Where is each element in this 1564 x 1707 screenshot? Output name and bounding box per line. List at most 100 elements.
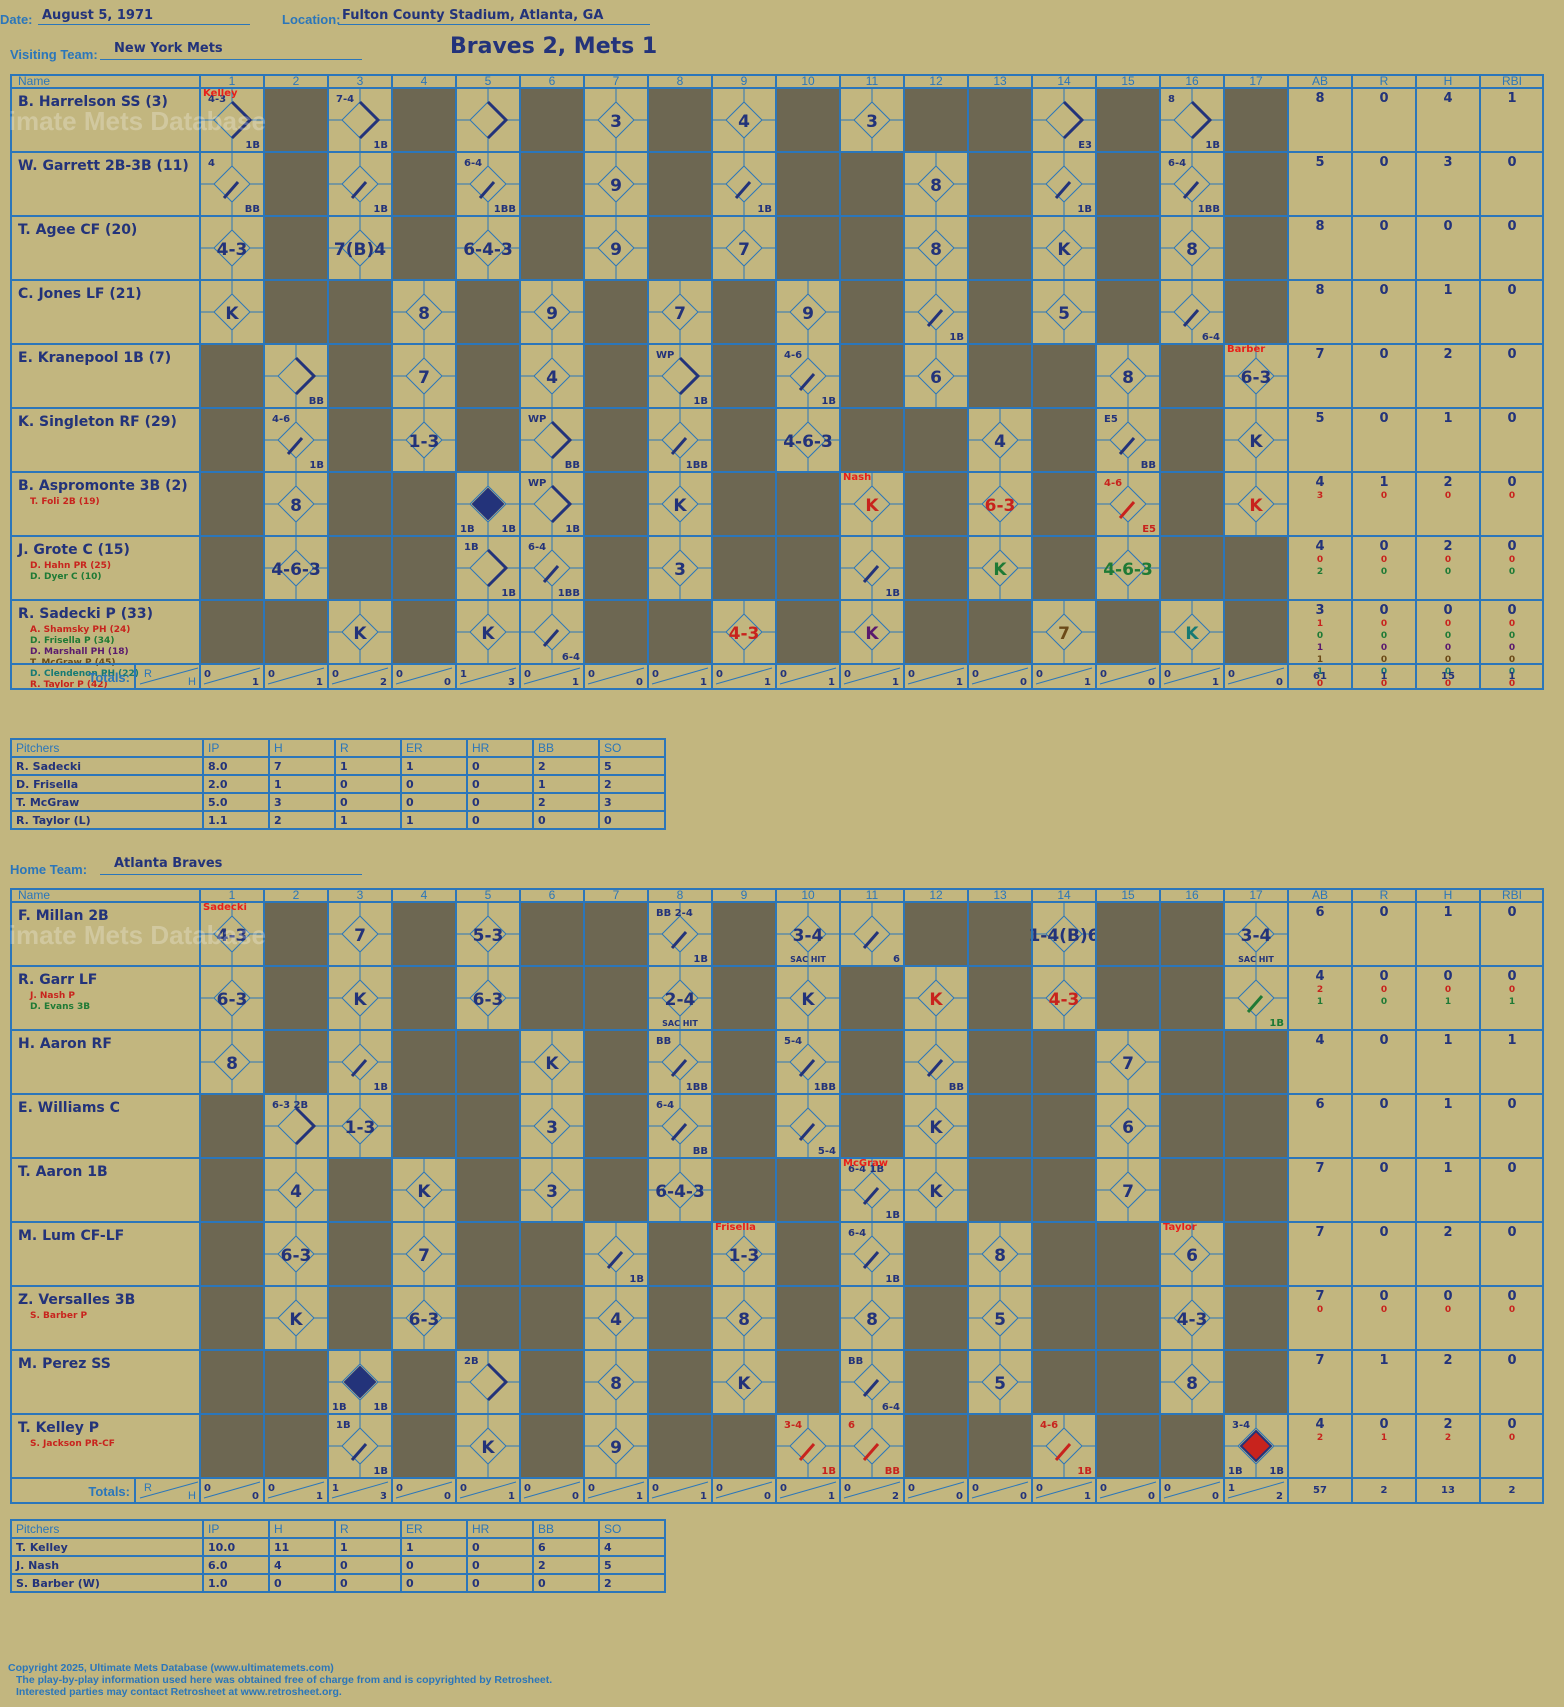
play-result: 4-6-3 [271, 560, 321, 580]
batter-stat: 4 [1315, 1033, 1324, 1048]
visitor-pitcher-header: BB [532, 738, 600, 758]
runs-key: R [144, 1482, 152, 1494]
pitcher-stat: 1 [268, 774, 336, 794]
play-result: 8 [1186, 1374, 1198, 1394]
home-team-value: Atlanta Braves [114, 856, 223, 871]
pitcher-stat: 0 [400, 774, 468, 794]
home-cell-r4-inning-11 [840, 1094, 904, 1158]
hits-key: H [188, 676, 196, 688]
substitute-name: D. Marshall PH (18) [30, 647, 129, 657]
inning-runs: 0 [332, 669, 339, 680]
pitcher-stat: 5 [598, 1555, 666, 1575]
batter-stat: 8 [1315, 219, 1324, 234]
base-reached-note: 1B [373, 1402, 388, 1413]
visitor-cell-r4-inning-3 [328, 280, 392, 344]
watermark-logo: Ultimate Mets Database [10, 920, 266, 950]
hit-slash [926, 1059, 944, 1077]
play-result: 8 [290, 496, 302, 516]
home-cell-r3-inning-15: 7 [1096, 1030, 1160, 1094]
batter-name: K. Singleton RF (29) [18, 414, 177, 430]
diamond-shape [789, 357, 827, 395]
visitor-inning-total-3: 02 [331, 667, 389, 688]
diamond-shape [917, 165, 955, 203]
inning-header: 10 [801, 888, 815, 902]
hit-slash [1182, 309, 1200, 327]
batter-stat: 0 [1445, 643, 1451, 653]
inning-header: 9 [741, 888, 748, 902]
base-reached-note: 1B [1205, 140, 1220, 151]
game-result-title: Braves 2, Mets 1 [450, 34, 658, 59]
diamond-shape [1237, 979, 1275, 1017]
home-cell-r5-inning-10 [776, 1158, 840, 1222]
home-cell-r5-inning-12: K [904, 1158, 968, 1222]
batter-stat: 0 [1381, 667, 1387, 677]
diamond-shape [1173, 1363, 1211, 1401]
visitor-pitcher-row: R. Sadecki 8.0 7 1 1 0 2 5 [10, 756, 666, 776]
diamond-shape [341, 229, 379, 267]
home-cell-r4-inning-6: 3 [520, 1094, 584, 1158]
home-cell-r9-inning-8 [648, 1414, 712, 1478]
pitcher-stat: R. Taylor (L) [10, 810, 204, 830]
visitor-inning-total-1: 01 [203, 667, 261, 688]
home-cell-r5-inning-16 [1160, 1158, 1224, 1222]
diamond-shape [917, 1107, 955, 1145]
diamond-shape [405, 1235, 443, 1273]
home-cell-r1-inning-7 [584, 902, 648, 966]
hit-slash [862, 1379, 880, 1397]
batter-stat: 2 [1443, 1225, 1452, 1240]
inning-hits: 1 [700, 1491, 707, 1502]
home-cell-r9-inning-13 [968, 1414, 1032, 1478]
play-result: 7-4 [336, 94, 354, 105]
batter-stat: 0 [1507, 219, 1516, 234]
play-result: 9 [546, 304, 558, 324]
visitor-cell-r3-inning-13 [968, 216, 1032, 280]
inning-runs: 0 [268, 669, 275, 680]
play-result: 8 [930, 240, 942, 260]
inning-header: 8 [677, 888, 684, 902]
batter-stat: 3 [1443, 155, 1452, 170]
play-result: K [545, 1054, 559, 1074]
inning-hits: 1 [764, 677, 771, 688]
batter-stat: 2 [1317, 567, 1323, 577]
inning-header: 7 [613, 888, 620, 902]
pitcher-stat: 2 [598, 1573, 666, 1593]
home-cell-r6-inning-3 [328, 1222, 392, 1286]
inning-hits: 2 [380, 677, 387, 688]
hit-slash [926, 309, 944, 327]
diamond-shape [405, 1171, 443, 1209]
home-cell-r4-inning-1 [200, 1094, 264, 1158]
home-cell-r9-inning-2 [264, 1414, 328, 1478]
batter-stat: 1 [1443, 1033, 1452, 1048]
play-result: 1-4(B)6 [1028, 926, 1099, 946]
hit-slash [1182, 181, 1200, 199]
home-cell-r6-inning-5 [456, 1222, 520, 1286]
inning-header: 11 [866, 888, 879, 902]
pitching-change-note: Nash [843, 472, 871, 483]
home-cell-r7-inning-9: 8 [712, 1286, 776, 1350]
visitor-cell-r5-inning-3 [328, 344, 392, 408]
batter-stat: 0 [1381, 619, 1387, 629]
diamond-shape [277, 1235, 315, 1273]
home-cell-r7-inning-6 [520, 1286, 584, 1350]
pitcher-stat: 7 [268, 756, 336, 776]
home-cell-r1-inning-6 [520, 902, 584, 966]
visitor-cell-r4-inning-1: K [200, 280, 264, 344]
visitor-cell-r8-inning-3 [328, 536, 392, 600]
diamond-shape [277, 357, 315, 395]
play-result: 7 [418, 1246, 430, 1266]
play-result: 4-6 [272, 414, 290, 425]
diamond-shape [981, 549, 1019, 587]
batter-stat: 0 [1507, 475, 1516, 490]
visitor-cell-r3-inning-8 [648, 216, 712, 280]
base-reached-note: 1B [1077, 1466, 1092, 1477]
batter-stat: 0 [1507, 155, 1516, 170]
diamond-shape [597, 1363, 635, 1401]
visitor-cell-r2-inning-12: 8 [904, 152, 968, 216]
visitor-cell-r3-inning-10 [776, 216, 840, 280]
play-result: 6 [848, 1420, 855, 1431]
pitcher-stat: T. Kelley [10, 1537, 204, 1557]
pitcher-stat: 0 [268, 1573, 336, 1593]
diamond-shape [533, 1171, 571, 1209]
substitute-name: D. Hahn PR (25) [30, 561, 111, 571]
inning-hits: 1 [828, 677, 835, 688]
